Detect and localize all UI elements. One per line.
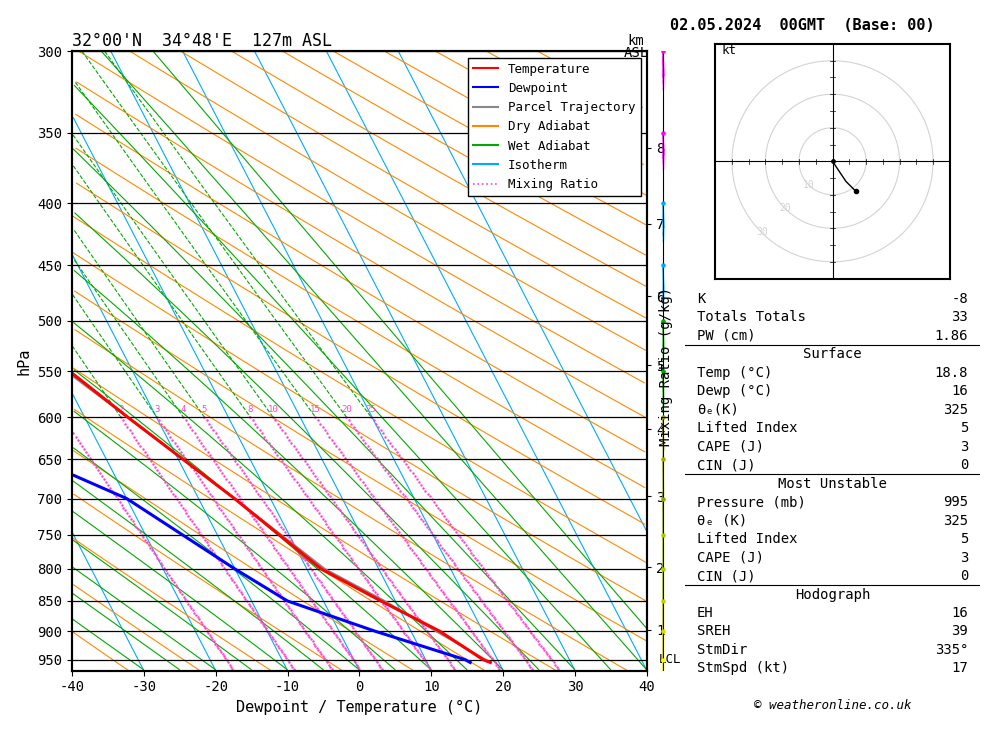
Text: 5: 5	[960, 532, 968, 546]
Text: km: km	[628, 34, 644, 48]
Y-axis label: hPa: hPa	[17, 347, 32, 375]
Text: Pressure (mb): Pressure (mb)	[697, 495, 806, 509]
Text: 20: 20	[780, 203, 791, 213]
Text: CIN (J): CIN (J)	[697, 569, 755, 583]
Text: 0: 0	[960, 458, 968, 472]
Text: 10: 10	[803, 180, 815, 190]
Text: 16: 16	[951, 384, 968, 398]
Text: CIN (J): CIN (J)	[697, 458, 755, 472]
Text: 25: 25	[366, 405, 377, 414]
Text: LCL: LCL	[658, 653, 681, 666]
Text: StmDir: StmDir	[697, 643, 747, 657]
Text: 32°00'N  34°48'E  127m ASL: 32°00'N 34°48'E 127m ASL	[72, 32, 332, 50]
Text: 3: 3	[960, 550, 968, 564]
Text: 325: 325	[943, 514, 968, 528]
Text: 15: 15	[310, 405, 321, 414]
Text: θₑ (K): θₑ (K)	[697, 514, 747, 528]
Text: Surface: Surface	[803, 347, 862, 361]
Text: 0: 0	[960, 569, 968, 583]
Text: CAPE (J): CAPE (J)	[697, 440, 764, 454]
Text: SREH: SREH	[697, 625, 730, 638]
Text: 3: 3	[154, 405, 160, 414]
Legend: Temperature, Dewpoint, Parcel Trajectory, Dry Adiabat, Wet Adiabat, Isotherm, Mi: Temperature, Dewpoint, Parcel Trajectory…	[468, 58, 641, 196]
Text: 33: 33	[951, 310, 968, 324]
Text: 3: 3	[960, 440, 968, 454]
Text: 20: 20	[341, 405, 352, 414]
Text: Most Unstable: Most Unstable	[778, 476, 887, 490]
Text: Temp (°C): Temp (°C)	[697, 366, 772, 380]
Text: Mixing Ratio (g/kg): Mixing Ratio (g/kg)	[659, 287, 673, 446]
Text: 995: 995	[943, 495, 968, 509]
Text: 18.8: 18.8	[935, 366, 968, 380]
Text: PW (cm): PW (cm)	[697, 328, 755, 343]
Text: 325: 325	[943, 402, 968, 416]
Text: K: K	[697, 292, 705, 306]
Text: 8: 8	[248, 405, 253, 414]
Text: Lifted Index: Lifted Index	[697, 421, 797, 435]
Text: θₑ(K): θₑ(K)	[697, 402, 739, 416]
Text: 02.05.2024  00GMT  (Base: 00): 02.05.2024 00GMT (Base: 00)	[670, 18, 935, 33]
Text: 1.86: 1.86	[935, 328, 968, 343]
Text: -8: -8	[951, 292, 968, 306]
Text: 4: 4	[181, 405, 186, 414]
Text: 335°: 335°	[935, 643, 968, 657]
Text: Hodograph: Hodograph	[795, 588, 870, 602]
Text: kt: kt	[722, 44, 737, 57]
Text: 30: 30	[756, 226, 768, 237]
Text: StmSpd (kt): StmSpd (kt)	[697, 661, 789, 676]
Text: EH: EH	[697, 606, 714, 620]
Text: Dewp (°C): Dewp (°C)	[697, 384, 772, 398]
Text: 5: 5	[960, 421, 968, 435]
Text: 5: 5	[202, 405, 207, 414]
Text: CAPE (J): CAPE (J)	[697, 550, 764, 564]
Text: 17: 17	[951, 661, 968, 676]
Text: ASL: ASL	[623, 46, 649, 60]
X-axis label: Dewpoint / Temperature (°C): Dewpoint / Temperature (°C)	[236, 700, 483, 715]
Text: 10: 10	[268, 405, 278, 414]
Text: © weatheronline.co.uk: © weatheronline.co.uk	[754, 699, 911, 712]
Text: 2: 2	[118, 405, 123, 414]
Text: Totals Totals: Totals Totals	[697, 310, 806, 324]
Text: 39: 39	[951, 625, 968, 638]
Text: 16: 16	[951, 606, 968, 620]
Text: Lifted Index: Lifted Index	[697, 532, 797, 546]
